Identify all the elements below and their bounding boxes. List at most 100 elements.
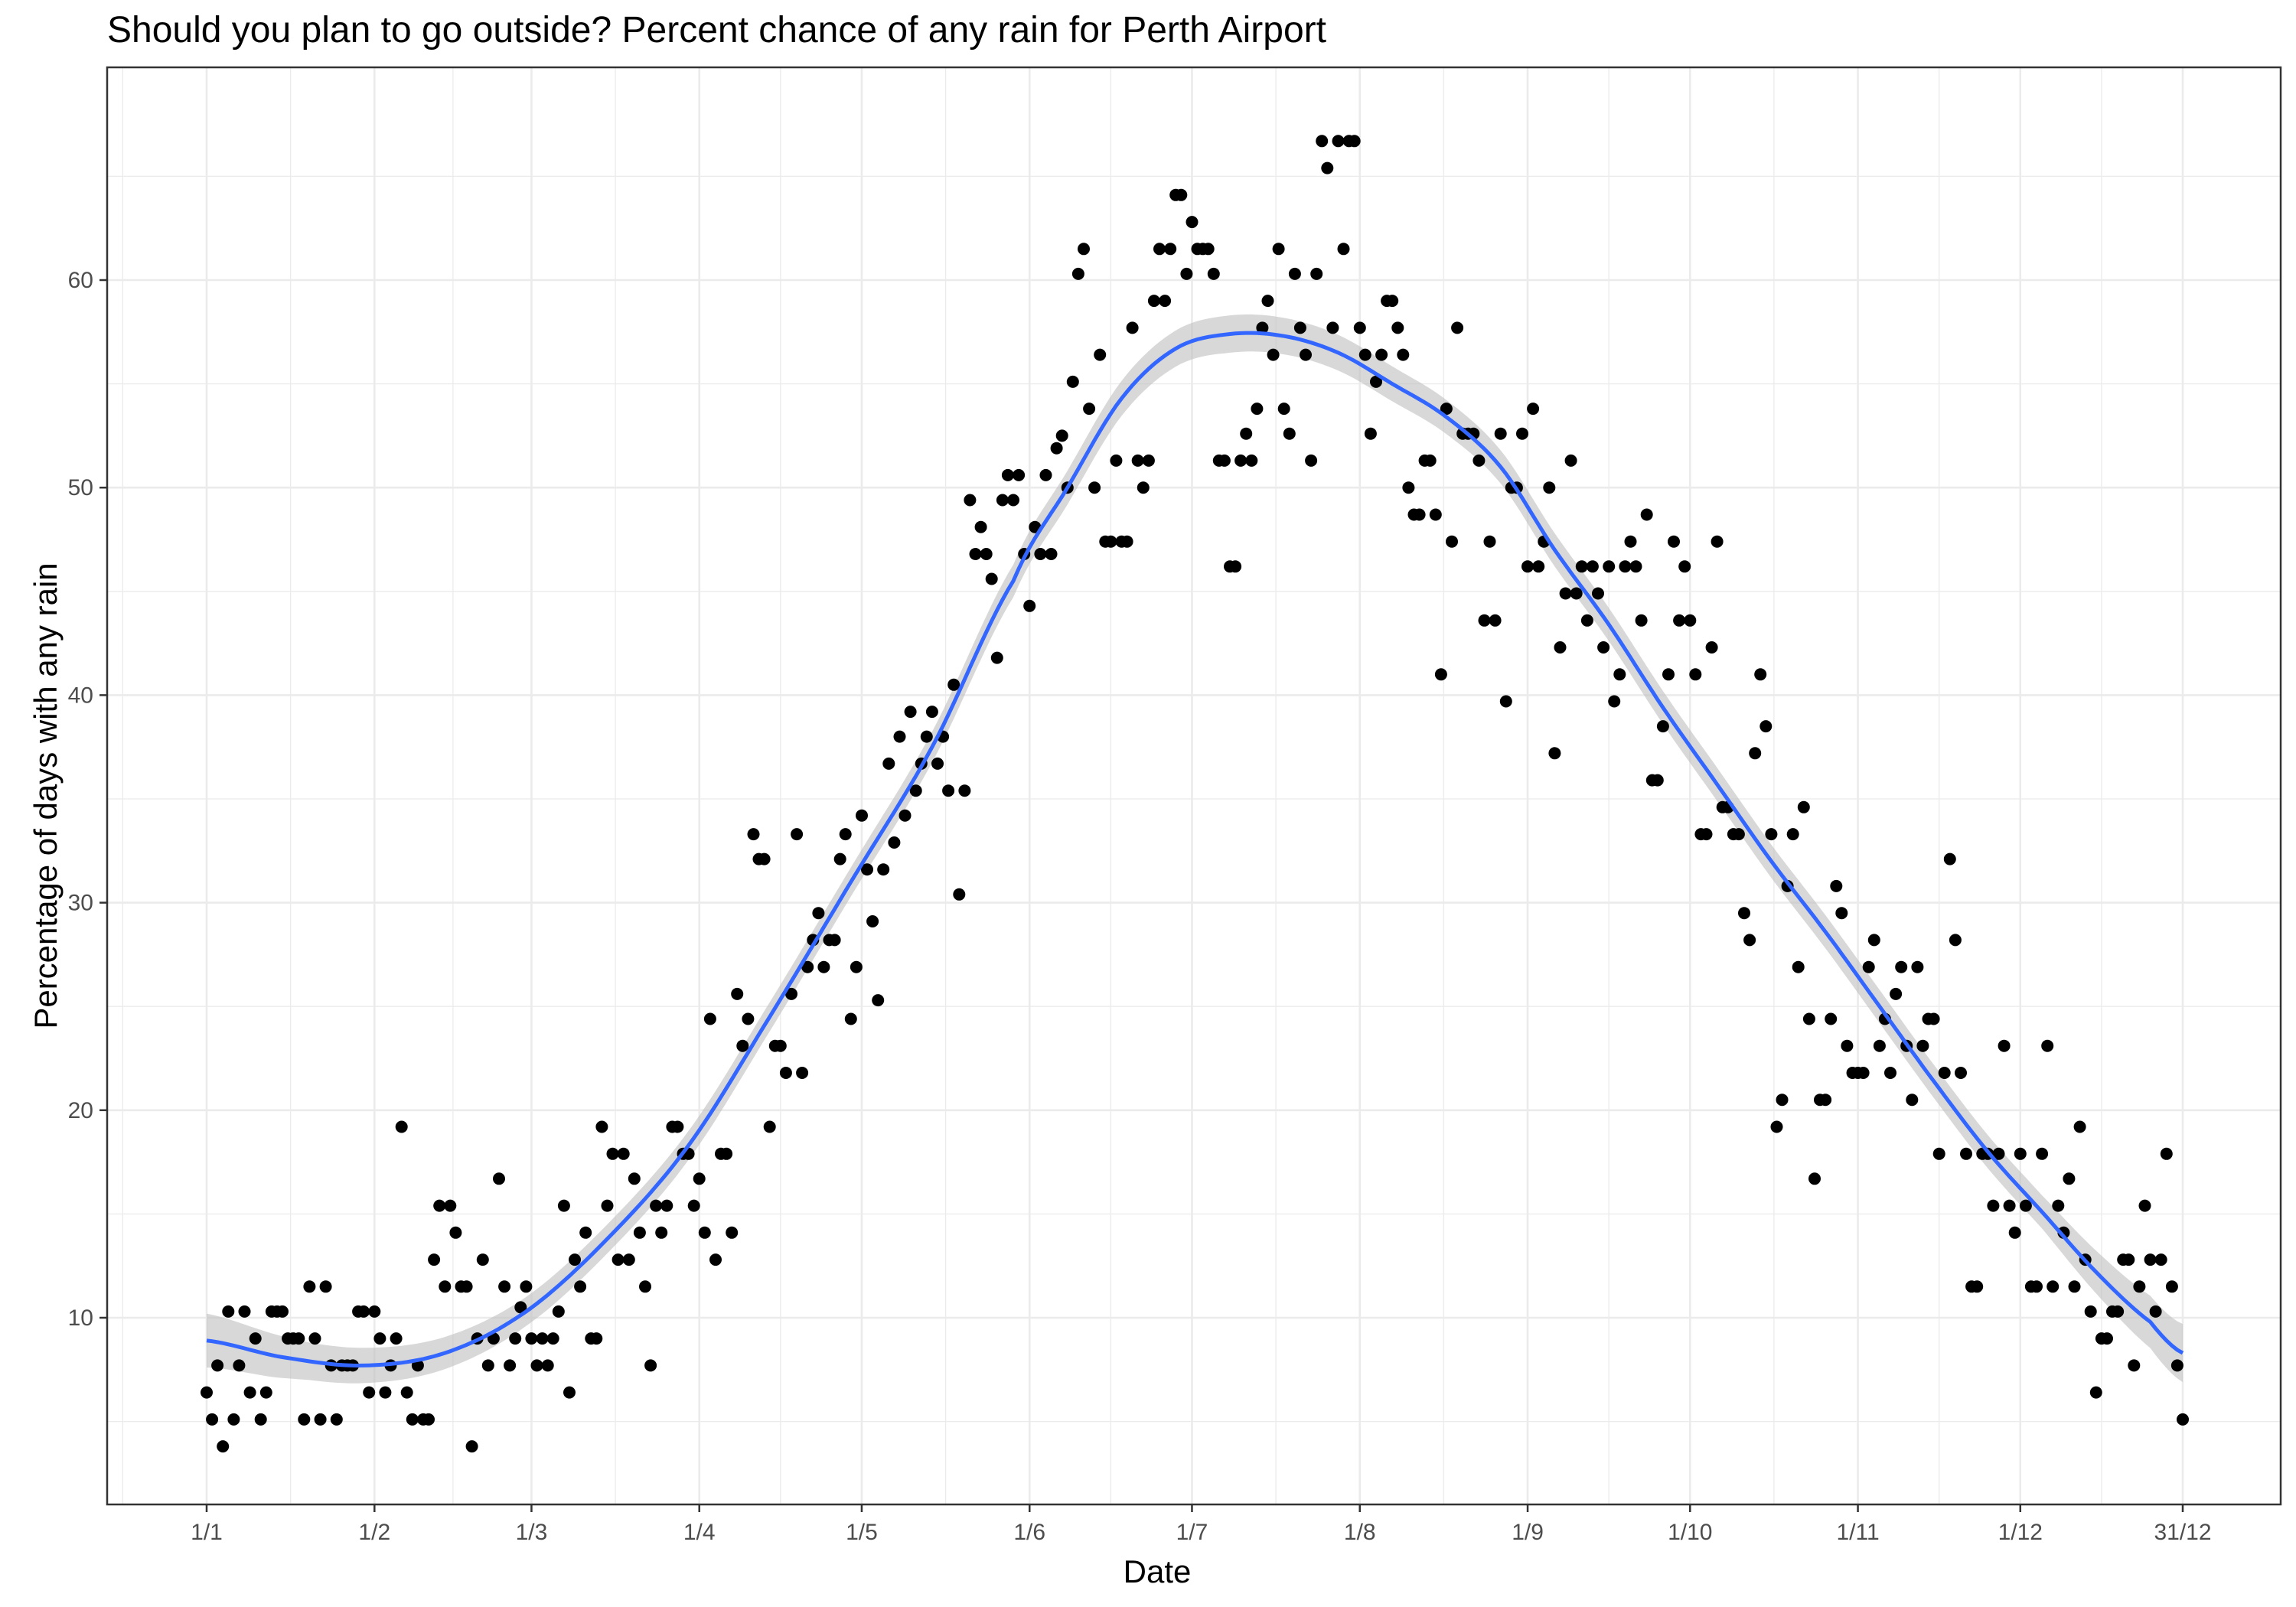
data-point: [1841, 1039, 1854, 1052]
data-point: [2154, 1253, 2167, 1266]
data-point: [1960, 1147, 1972, 1160]
data-point: [1499, 695, 1512, 708]
data-point: [1402, 481, 1415, 494]
data-point: [660, 1199, 673, 1212]
data-point: [1619, 560, 1632, 573]
data-point: [1927, 1012, 1940, 1025]
data-point: [1186, 216, 1199, 229]
data-point: [1321, 161, 1334, 174]
data-point: [1288, 267, 1301, 280]
data-point: [1473, 454, 1486, 467]
data-point: [2008, 1226, 2021, 1239]
data-point: [2165, 1280, 2178, 1293]
data-point: [812, 907, 825, 920]
data-point: [1180, 267, 1193, 280]
data-point: [536, 1332, 549, 1345]
data-point: [379, 1386, 392, 1399]
data-point: [373, 1332, 386, 1345]
data-point: [861, 863, 873, 876]
data-point: [2036, 1147, 2049, 1160]
chart-title: Should you plan to go outside? Percent c…: [107, 10, 1326, 51]
data-point: [2019, 1199, 2032, 1212]
data-point: [785, 987, 797, 1000]
data-point: [1066, 375, 1079, 388]
data-point: [530, 1359, 543, 1372]
data-point: [1548, 747, 1561, 760]
data-point: [259, 1386, 272, 1399]
data-point: [774, 1039, 787, 1052]
data-point: [639, 1280, 651, 1293]
data-point: [563, 1386, 576, 1399]
data-point: [687, 1199, 700, 1212]
data-point: [509, 1332, 522, 1345]
data-point: [1050, 442, 1063, 455]
data-point: [833, 852, 846, 865]
x-tick-label: 1/7: [1176, 1520, 1208, 1545]
data-point: [1440, 403, 1453, 416]
data-point: [877, 863, 890, 876]
data-point: [569, 1253, 581, 1266]
data-point: [390, 1332, 403, 1345]
data-point: [904, 706, 917, 719]
data-point: [731, 987, 744, 1000]
data-point: [958, 784, 971, 797]
data-point: [1045, 548, 1058, 560]
data-point: [520, 1280, 533, 1293]
data-point: [308, 1332, 321, 1345]
data-point: [1007, 494, 1019, 507]
data-point: [217, 1440, 230, 1453]
data-point: [801, 960, 814, 973]
data-point: [671, 1120, 684, 1133]
data-point: [1277, 403, 1290, 416]
data-point: [2177, 1413, 2189, 1426]
data-point: [1835, 907, 1848, 920]
data-point: [2149, 1305, 2162, 1318]
data-point: [693, 1172, 706, 1185]
data-point: [433, 1199, 446, 1212]
data-point: [1316, 135, 1329, 148]
data-point: [1164, 243, 1177, 256]
y-tick-label: 40: [68, 683, 93, 708]
data-point: [1375, 348, 1388, 361]
data-point: [2041, 1039, 2054, 1052]
data-point: [1348, 135, 1361, 148]
data-point: [1110, 454, 1123, 467]
data-point: [552, 1305, 565, 1318]
data-point: [2063, 1172, 2076, 1185]
data-point: [1786, 828, 1799, 841]
data-point: [1884, 1067, 1896, 1079]
y-tick-label: 50: [68, 475, 93, 500]
data-point: [964, 494, 977, 507]
data-point: [1370, 375, 1382, 388]
y-tick-label: 60: [68, 268, 93, 293]
data-point: [2101, 1332, 2113, 1345]
data-point: [439, 1280, 452, 1293]
data-point: [985, 572, 998, 585]
data-point: [1684, 614, 1697, 627]
data-point: [1792, 960, 1805, 973]
data-point: [504, 1359, 517, 1372]
data-point: [1597, 641, 1610, 654]
data-point: [1353, 321, 1366, 334]
data-point: [1689, 668, 1702, 681]
data-point: [1592, 587, 1604, 600]
confidence-band-area: [207, 314, 2183, 1384]
data-point: [703, 1012, 716, 1025]
data-point: [574, 1280, 587, 1293]
data-point: [1013, 468, 1026, 481]
data-point: [1819, 1094, 1832, 1107]
data-point: [330, 1413, 343, 1426]
data-point: [422, 1413, 435, 1426]
data-point: [1580, 614, 1593, 627]
data-point: [796, 1067, 809, 1079]
data-point: [1765, 828, 1778, 841]
data-point: [557, 1199, 570, 1212]
data-point: [1613, 668, 1626, 681]
data-point: [276, 1305, 289, 1318]
smooth-line-path: [206, 331, 2184, 1368]
x-tick-label: 1/6: [1013, 1520, 1045, 1545]
data-point: [866, 915, 879, 927]
data-point: [1478, 614, 1491, 627]
data-point: [698, 1226, 711, 1239]
data-point: [227, 1413, 240, 1426]
